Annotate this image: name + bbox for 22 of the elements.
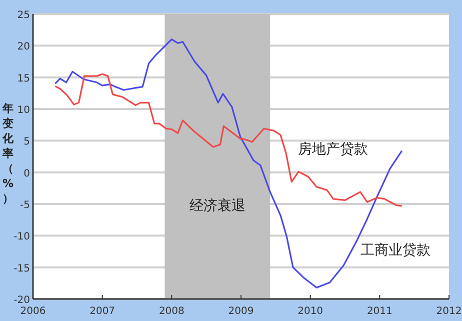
series-label: 房地产贷款 <box>298 141 368 158</box>
band-label: 经济衰退 <box>189 198 246 214</box>
y-tick-label: 25 <box>17 10 30 21</box>
line-series <box>54 38 403 288</box>
x-tick-label: 2011 <box>366 306 392 317</box>
y-tick-label: -20 <box>14 295 30 306</box>
series-label: 工商业贷款 <box>360 242 430 259</box>
x-tick-label: 2006 <box>20 306 46 317</box>
x-tick-label: 2007 <box>90 306 116 317</box>
x-tick-label: 2010 <box>298 306 324 317</box>
y-tick-label: 0 <box>24 168 30 180</box>
y-tick-label: 15 <box>17 73 30 84</box>
y-tick-label: 10 <box>17 105 30 116</box>
y-tick-label: -10 <box>14 232 30 243</box>
y-tick-label: -5 <box>20 200 30 211</box>
x-tick-label: 2009 <box>228 306 254 317</box>
x-tick-label: 2012 <box>436 306 462 317</box>
y-tick-label: 5 <box>24 136 30 148</box>
y-axis-title: 年变化率（%） <box>2 102 14 205</box>
y-tick-label: -15 <box>14 263 30 274</box>
x-tick-label: 2008 <box>158 306 184 317</box>
y-tick-label: 20 <box>17 42 30 53</box>
